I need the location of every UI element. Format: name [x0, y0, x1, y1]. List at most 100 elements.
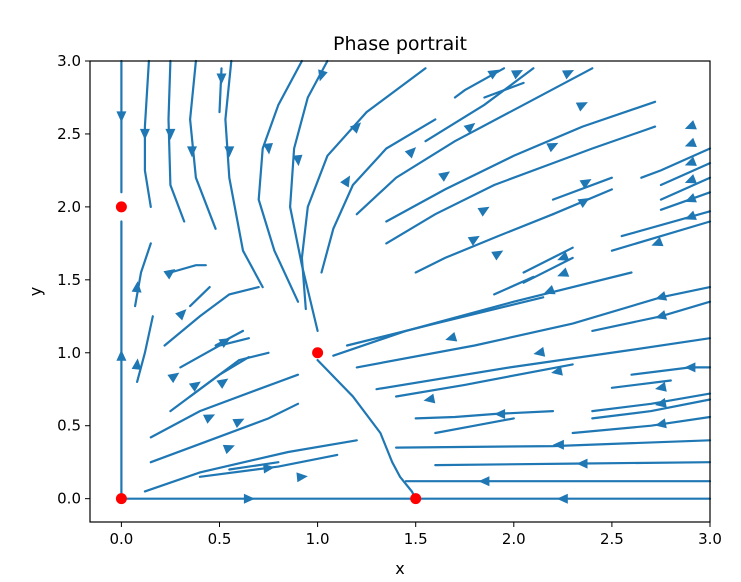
- streamline-35: [375, 337, 712, 391]
- flow-arrow-37: [655, 291, 668, 301]
- y-tick-label-2: 1.0: [57, 344, 81, 362]
- streamline-61: [189, 286, 211, 308]
- flow-arrow-59: [218, 338, 231, 348]
- streamline-43: [434, 417, 515, 435]
- streamline-22: [659, 162, 712, 187]
- streamline-51: [149, 402, 300, 464]
- flow-arrow-17: [487, 69, 500, 80]
- flow-arrow-41: [684, 362, 696, 373]
- flow-arrow-45: [655, 418, 667, 429]
- flow-arrow-20: [575, 102, 588, 112]
- streamline-18: [385, 125, 657, 245]
- flow-arrow-28: [684, 137, 697, 147]
- streamline-5: [167, 59, 186, 223]
- streamline-60: [134, 242, 152, 308]
- y-tick-label-0: 0.0: [57, 490, 81, 508]
- x-tick-label-5: 2.5: [600, 530, 624, 548]
- flow-arrow-3: [556, 493, 568, 504]
- streamline-6: [188, 59, 217, 230]
- flow-arrow-8: [216, 73, 227, 85]
- flow-arrow-21: [546, 142, 559, 153]
- streamline-34: [591, 300, 712, 332]
- streamline-52: [149, 373, 300, 439]
- x-tick-label-4: 2.0: [502, 530, 526, 548]
- flow-arrow-5: [165, 128, 176, 140]
- streamlines-layer: [120, 59, 712, 500]
- flow-arrow-49: [576, 458, 588, 469]
- flow-arrow-26: [577, 198, 590, 208]
- flow-arrow-18: [510, 70, 524, 80]
- arrows-layer: [116, 69, 697, 504]
- streamline-55: [179, 337, 250, 369]
- flow-arrow-27: [684, 120, 697, 130]
- flow-arrow-10: [292, 154, 303, 167]
- flow-arrow-51: [263, 463, 275, 474]
- flow-arrow-34: [557, 251, 570, 261]
- chart-title: Phase portrait: [333, 33, 467, 55]
- streamline-26: [610, 220, 712, 252]
- streamline-11: [300, 67, 427, 311]
- flow-arrow-9: [263, 143, 273, 155]
- x-tick-label-2: 1.0: [306, 530, 330, 548]
- streamline-41: [571, 415, 712, 435]
- y-tick-label-1: 0.5: [57, 417, 81, 435]
- flow-arrow-1: [116, 349, 127, 361]
- flow-arrow-7: [224, 146, 235, 158]
- streamline-58: [169, 264, 207, 274]
- flow-arrow-58: [167, 372, 180, 384]
- flow-arrow-13: [340, 175, 351, 188]
- streamline-37: [395, 363, 574, 398]
- streamline-14: [424, 67, 535, 143]
- flow-arrow-46: [423, 393, 436, 404]
- streamline-45: [434, 461, 712, 467]
- flow-arrow-31: [684, 193, 697, 203]
- streamline-10: [288, 59, 329, 332]
- streamline-15: [385, 100, 657, 223]
- flow-arrow-24: [491, 250, 504, 261]
- equilibrium-point-1: [115, 201, 127, 213]
- streamline-54: [189, 356, 250, 398]
- streamline-49: [198, 453, 339, 478]
- flow-arrow-50: [478, 476, 490, 487]
- y-tick-label-6: 3.0: [57, 52, 81, 70]
- flow-arrow-48: [552, 439, 564, 450]
- flow-arrow-60: [175, 309, 187, 321]
- flow-arrow-53: [222, 444, 235, 455]
- streamline-27: [414, 213, 555, 274]
- flow-arrow-4: [139, 128, 150, 140]
- streamline-44: [395, 439, 712, 449]
- flow-arrow-42: [551, 365, 563, 376]
- flow-arrow-2: [243, 493, 255, 504]
- flow-arrow-56: [188, 381, 201, 392]
- flow-arrow-25: [579, 179, 592, 189]
- equilibria-layer: [115, 201, 422, 505]
- flow-arrow-36: [543, 285, 556, 295]
- flow-arrow-61: [163, 269, 176, 280]
- equilibrium-point-0: [115, 493, 127, 505]
- flow-arrow-33: [651, 236, 664, 247]
- streamline-17: [483, 81, 525, 99]
- y-axis-ticks: 0.0 0.5 1.0 1.5 2.0 2.5 3.0: [57, 52, 90, 508]
- flow-arrow-14: [404, 147, 417, 159]
- streamline-36: [630, 366, 712, 376]
- flow-arrow-32: [684, 210, 697, 220]
- flow-arrow-43: [655, 381, 667, 392]
- flow-arrow-23: [467, 235, 480, 246]
- flow-arrow-6: [187, 146, 197, 158]
- y-tick-label-5: 2.5: [57, 125, 81, 143]
- streamline-19: [551, 176, 613, 201]
- flow-arrow-35: [557, 267, 570, 277]
- flow-arrow-55: [202, 414, 216, 424]
- streamline-9: [257, 59, 303, 303]
- x-tick-label-0: 0.0: [109, 530, 133, 548]
- streamline-21: [640, 147, 712, 179]
- x-axis-label: x: [395, 559, 404, 578]
- streamline-57: [163, 286, 260, 347]
- flow-arrow-40: [533, 346, 546, 357]
- plot-frame: [89, 60, 711, 523]
- streamline-25: [620, 210, 712, 238]
- equilibrium-point-3: [410, 493, 422, 505]
- streamline-24: [659, 191, 712, 211]
- streamline-32: [332, 271, 633, 357]
- flow-arrow-30: [684, 174, 697, 184]
